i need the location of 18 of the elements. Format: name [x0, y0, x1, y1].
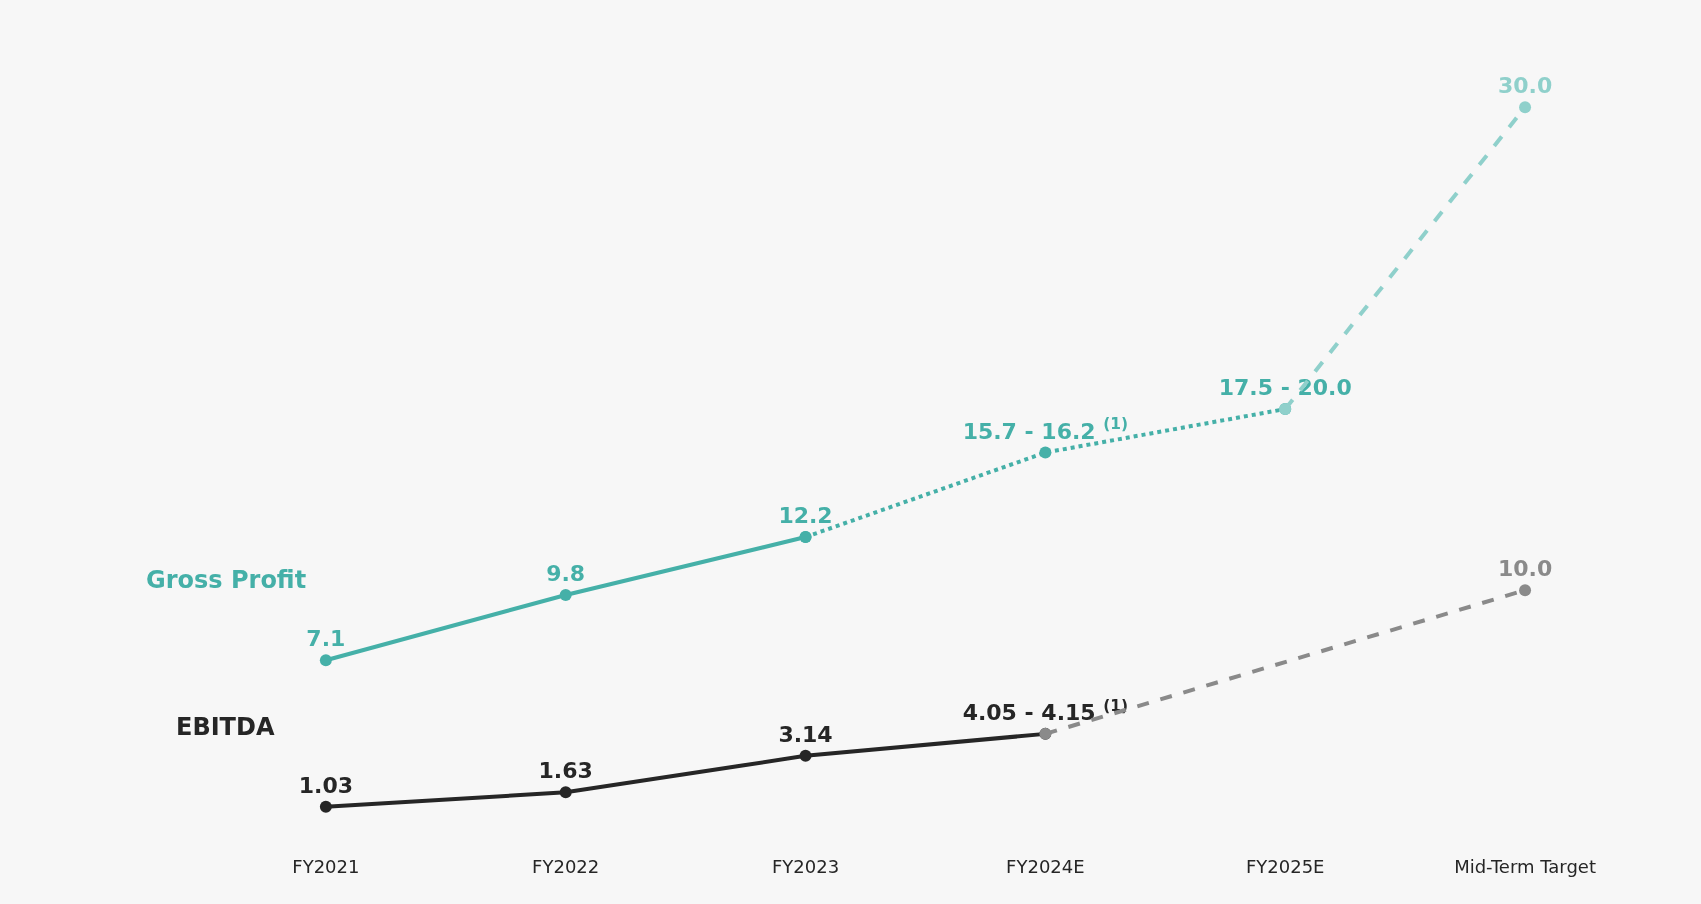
x-tick-label: Mid-Term Target	[1454, 856, 1596, 877]
x-tick-label: FY2021	[292, 856, 360, 877]
x-tick-label: FY2022	[532, 856, 600, 877]
data-label: 12.2	[778, 503, 833, 529]
data-label: 3.14	[778, 721, 833, 747]
data-label: 15.7 - 16.2 $^{(1)}$	[962, 415, 1129, 444]
x-tick-label: FY2023	[771, 856, 840, 877]
data-label: 30.0	[1497, 73, 1553, 99]
data-label: 10.0	[1497, 556, 1553, 582]
data-label: 1.63	[538, 758, 593, 784]
x-tick-label: FY2025E	[1245, 856, 1325, 877]
data-label: 1.03	[298, 772, 353, 798]
x-tick-label: FY2024E	[1006, 856, 1085, 877]
data-label: 17.5 - 20.0	[1218, 375, 1352, 401]
data-label: 9.8	[546, 561, 586, 587]
data-label: 7.1	[306, 626, 346, 652]
text: Gross Profit	[146, 566, 307, 594]
text: EBITDA	[176, 713, 275, 741]
